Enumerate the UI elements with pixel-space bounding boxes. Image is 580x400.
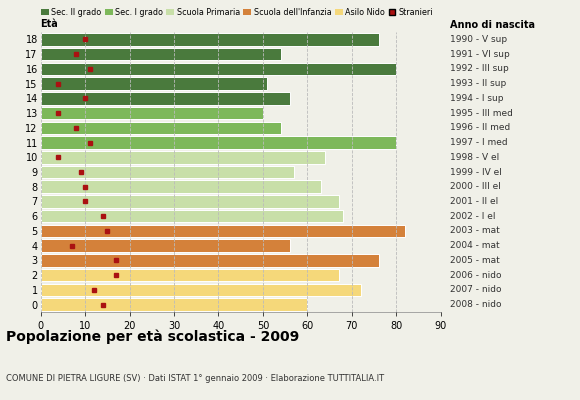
Bar — [41, 62, 396, 75]
Bar — [41, 136, 396, 149]
Text: 2007 - nido: 2007 - nido — [450, 285, 501, 294]
Text: COMUNE DI PIETRA LIGURE (SV) · Dati ISTAT 1° gennaio 2009 · Elaborazione TUTTITA: COMUNE DI PIETRA LIGURE (SV) · Dati ISTA… — [6, 374, 384, 383]
Bar — [41, 92, 289, 104]
Text: 2006 - nido: 2006 - nido — [450, 271, 501, 280]
Text: 2005 - mat: 2005 - mat — [450, 256, 499, 265]
Text: 1996 - II med: 1996 - II med — [450, 123, 510, 132]
Bar — [41, 269, 339, 282]
Bar — [41, 210, 343, 222]
Text: 1990 - V sup: 1990 - V sup — [450, 35, 506, 44]
Text: 1994 - I sup: 1994 - I sup — [450, 94, 503, 103]
Text: 2001 - II el: 2001 - II el — [450, 197, 498, 206]
Bar — [41, 298, 307, 311]
Text: 1998 - V el: 1998 - V el — [450, 153, 499, 162]
Text: 2004 - mat: 2004 - mat — [450, 241, 499, 250]
Bar — [41, 107, 263, 119]
Text: 2008 - nido: 2008 - nido — [450, 300, 501, 309]
Bar — [41, 254, 379, 267]
Bar — [41, 77, 267, 90]
Text: 1992 - III sup: 1992 - III sup — [450, 64, 508, 73]
Text: Anno di nascita: Anno di nascita — [450, 20, 535, 30]
Bar — [41, 151, 325, 164]
Text: Popolazione per età scolastica - 2009: Popolazione per età scolastica - 2009 — [6, 330, 299, 344]
Bar — [41, 33, 379, 46]
Text: 2003 - mat: 2003 - mat — [450, 226, 499, 236]
Text: 1993 - II sup: 1993 - II sup — [450, 79, 506, 88]
Text: 1995 - III med: 1995 - III med — [450, 108, 512, 118]
Text: 2002 - I el: 2002 - I el — [450, 212, 495, 221]
Text: 1991 - VI sup: 1991 - VI sup — [450, 50, 509, 59]
Bar — [41, 195, 339, 208]
Bar — [41, 48, 281, 60]
Bar — [41, 166, 294, 178]
Text: Età: Età — [41, 19, 59, 29]
Bar — [41, 122, 281, 134]
Text: 1997 - I med: 1997 - I med — [450, 138, 507, 147]
Bar — [41, 180, 321, 193]
Legend: Sec. II grado, Sec. I grado, Scuola Primaria, Scuola dell'Infanzia, Asilo Nido, : Sec. II grado, Sec. I grado, Scuola Prim… — [41, 8, 433, 17]
Bar — [41, 240, 289, 252]
Bar — [41, 284, 361, 296]
Bar — [41, 225, 405, 237]
Text: 2000 - III el: 2000 - III el — [450, 182, 501, 191]
Text: 1999 - IV el: 1999 - IV el — [450, 168, 501, 176]
